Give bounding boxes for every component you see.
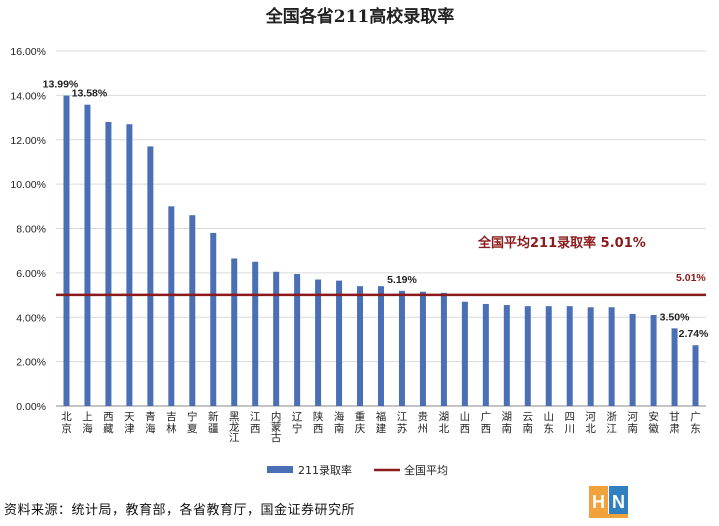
bar — [629, 313, 636, 406]
bar — [650, 315, 657, 406]
bar — [566, 306, 573, 406]
y-tick-label: 14.00% — [10, 90, 46, 102]
x-tick-label: 云南 — [523, 411, 534, 435]
bar — [210, 232, 217, 406]
bar — [294, 273, 301, 406]
y-tick-label: 6.00% — [16, 268, 46, 280]
x-tick-label: 内蒙古 — [271, 410, 282, 444]
bar — [671, 328, 678, 406]
x-tick-label: 山西 — [460, 411, 471, 435]
data-label: 13.99% — [43, 79, 79, 91]
bar — [84, 104, 91, 406]
x-tick-label: 湖南 — [502, 411, 513, 435]
data-label: 2.74% — [679, 328, 709, 340]
x-tick-label: 宁夏 — [187, 410, 198, 435]
logo-left-block — [589, 486, 608, 516]
bar — [440, 292, 447, 406]
x-tick-label: 安徽 — [648, 410, 659, 435]
logo-letter-n: N — [612, 492, 625, 512]
x-tick-label: 青海 — [145, 410, 156, 435]
data-label: 5.19% — [387, 274, 417, 286]
x-tick-label: 西藏 — [103, 411, 114, 435]
y-tick-label: 0.00% — [16, 401, 46, 413]
bar — [315, 279, 322, 406]
legend-swatch-bars — [267, 466, 293, 473]
y-axis: 0.00% 2.00% 4.00% 6.00% 8.00% 10.00% 12.00% 14.… — [10, 46, 46, 413]
logo-right-block — [609, 486, 628, 516]
bar — [398, 290, 405, 406]
bar — [63, 95, 70, 407]
x-tick-label: 吉林 — [166, 411, 177, 435]
x-tick-label: 浙江 — [606, 411, 617, 435]
x-tick-label: 上海 — [82, 411, 93, 435]
bar — [587, 307, 594, 406]
x-tick-label: 江西 — [250, 411, 261, 435]
y-tick-label: 12.00% — [10, 135, 46, 147]
x-tick-label: 江苏 — [397, 411, 408, 435]
x-tick-label: 广东 — [690, 411, 701, 435]
bar — [105, 122, 112, 406]
chart-title: 全国各省211高校录取率 — [265, 6, 455, 27]
x-tick-label: 海南 — [334, 410, 345, 435]
x-tick-label: 河南 — [627, 411, 638, 435]
bar — [231, 258, 238, 406]
gridlines — [56, 50, 706, 407]
bar — [503, 305, 510, 406]
x-tick-label: 天津 — [124, 411, 135, 435]
bar — [524, 306, 531, 406]
source-note: 资料来源：统计局，教育部，各省教育厅，国金证券研究所 — [4, 503, 356, 518]
x-axis: 北京上海西藏天津青海吉林宁夏新疆黑龙江江西内蒙古辽宁陕西海南重庆福建江苏贵州湖北… — [61, 410, 701, 444]
x-tick-label: 广西 — [481, 411, 492, 435]
logo-letter-h: H — [592, 492, 605, 512]
bar — [482, 303, 489, 406]
x-tick-label: 重庆 — [355, 410, 366, 435]
hn-logo: H N — [589, 486, 628, 518]
y-tick-label: 8.00% — [16, 224, 46, 236]
x-tick-label: 陕西 — [313, 410, 324, 435]
data-label: 3.50% — [660, 311, 690, 323]
x-tick-label: 黑龙江 — [229, 411, 240, 444]
bar — [692, 345, 699, 406]
bar — [461, 301, 468, 406]
x-tick-label: 北京 — [61, 411, 72, 435]
x-tick-label: 辽宁 — [292, 411, 303, 435]
x-tick-label: 福建 — [376, 410, 387, 435]
x-tick-label: 河北 — [585, 411, 596, 435]
bar — [545, 306, 552, 406]
bar — [378, 286, 384, 406]
bars — [63, 95, 699, 407]
x-tick-label: 甘肃 — [669, 410, 680, 435]
x-tick-label: 山东 — [543, 411, 554, 435]
legend-label-average: 全国平均 — [404, 463, 448, 477]
bar — [608, 307, 615, 406]
legend-label-bars: 211录取率 — [298, 463, 352, 477]
average-annotation: 全国平均211录取率 5.01% — [477, 235, 646, 251]
bar — [126, 124, 133, 406]
logo-base — [589, 514, 628, 518]
bar — [336, 280, 343, 406]
y-tick-label: 2.00% — [16, 357, 46, 369]
legend: 211录取率 全国平均 — [267, 463, 448, 477]
x-tick-label: 湖北 — [439, 411, 450, 435]
data-labels: 13.99%13.58% 5.19% 3.50% 2.74% — [43, 79, 709, 341]
bar — [252, 261, 259, 406]
bar — [357, 286, 364, 406]
x-tick-label: 新疆 — [208, 410, 219, 435]
bar — [189, 215, 196, 406]
bar — [168, 206, 175, 406]
bar — [273, 271, 280, 406]
bar — [419, 291, 426, 406]
y-tick-label: 10.00% — [10, 179, 46, 191]
x-tick-label: 四川 — [564, 411, 575, 435]
average-end-label: 5.01% — [676, 272, 706, 284]
bar — [147, 146, 154, 406]
y-tick-label: 4.00% — [16, 312, 46, 324]
y-tick-label: 16.00% — [10, 46, 46, 58]
data-label: 13.58% — [72, 88, 108, 100]
x-tick-label: 贵州 — [418, 410, 429, 435]
